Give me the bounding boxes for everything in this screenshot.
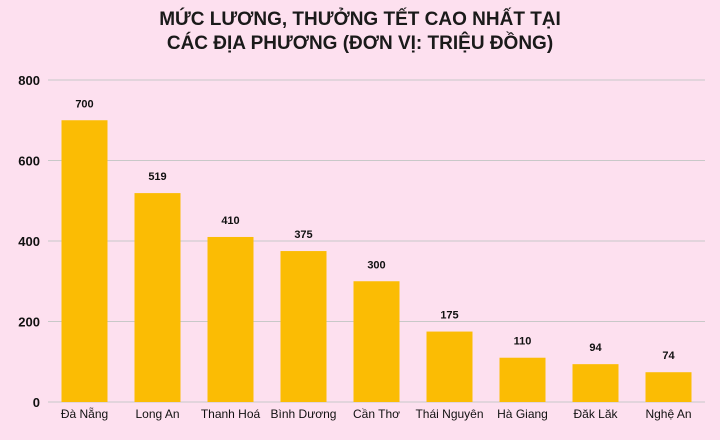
- data-label: 375: [294, 229, 312, 241]
- bar: [280, 251, 327, 402]
- data-label: 410: [221, 215, 239, 227]
- bar: [426, 331, 473, 402]
- x-tick-label: Đà Nẵng: [61, 406, 108, 421]
- x-tick-label: Hà Giang: [497, 407, 548, 421]
- data-label: 175: [440, 310, 458, 322]
- x-tick-label: Thái Nguyên: [415, 407, 483, 421]
- bar: [134, 193, 181, 402]
- x-tick-label: Thanh Hoá: [201, 407, 261, 421]
- bar: [645, 372, 692, 402]
- data-label: 110: [514, 336, 532, 348]
- x-tick-label: Long An: [135, 407, 179, 421]
- data-label: 519: [148, 171, 166, 183]
- x-tick-label: Nghệ An: [645, 407, 691, 421]
- bar: [572, 364, 619, 402]
- bar: [61, 120, 108, 402]
- chart-title: MỨC LƯƠNG, THƯỞNG TẾT CAO NHẤT TẠI CÁC Đ…: [0, 8, 720, 56]
- x-tick-label: Đăk Lăk: [573, 407, 618, 421]
- y-tick-label: 800: [18, 73, 40, 88]
- data-label: 700: [75, 98, 93, 110]
- y-tick-label: 600: [18, 154, 40, 169]
- bar: [499, 357, 546, 402]
- chart-title-line-1: MỨC LƯƠNG, THƯỞNG TẾT CAO NHẤT TẠI: [159, 9, 561, 30]
- x-tick-label: Cần Thơ: [353, 407, 400, 421]
- x-tick-label: Bình Dương: [271, 407, 337, 421]
- data-label: 300: [367, 259, 385, 271]
- bar: [207, 236, 254, 402]
- data-label: 74: [662, 350, 675, 362]
- chart-title-line-2: CÁC ĐỊA PHƯƠNG (ĐƠN VỊ: TRIỆU ĐỒNG): [166, 33, 554, 54]
- y-tick-label: 0: [33, 395, 40, 410]
- y-tick-label: 200: [18, 315, 40, 330]
- bar: [353, 281, 400, 402]
- y-tick-label: 400: [18, 234, 40, 249]
- data-label: 94: [589, 342, 602, 354]
